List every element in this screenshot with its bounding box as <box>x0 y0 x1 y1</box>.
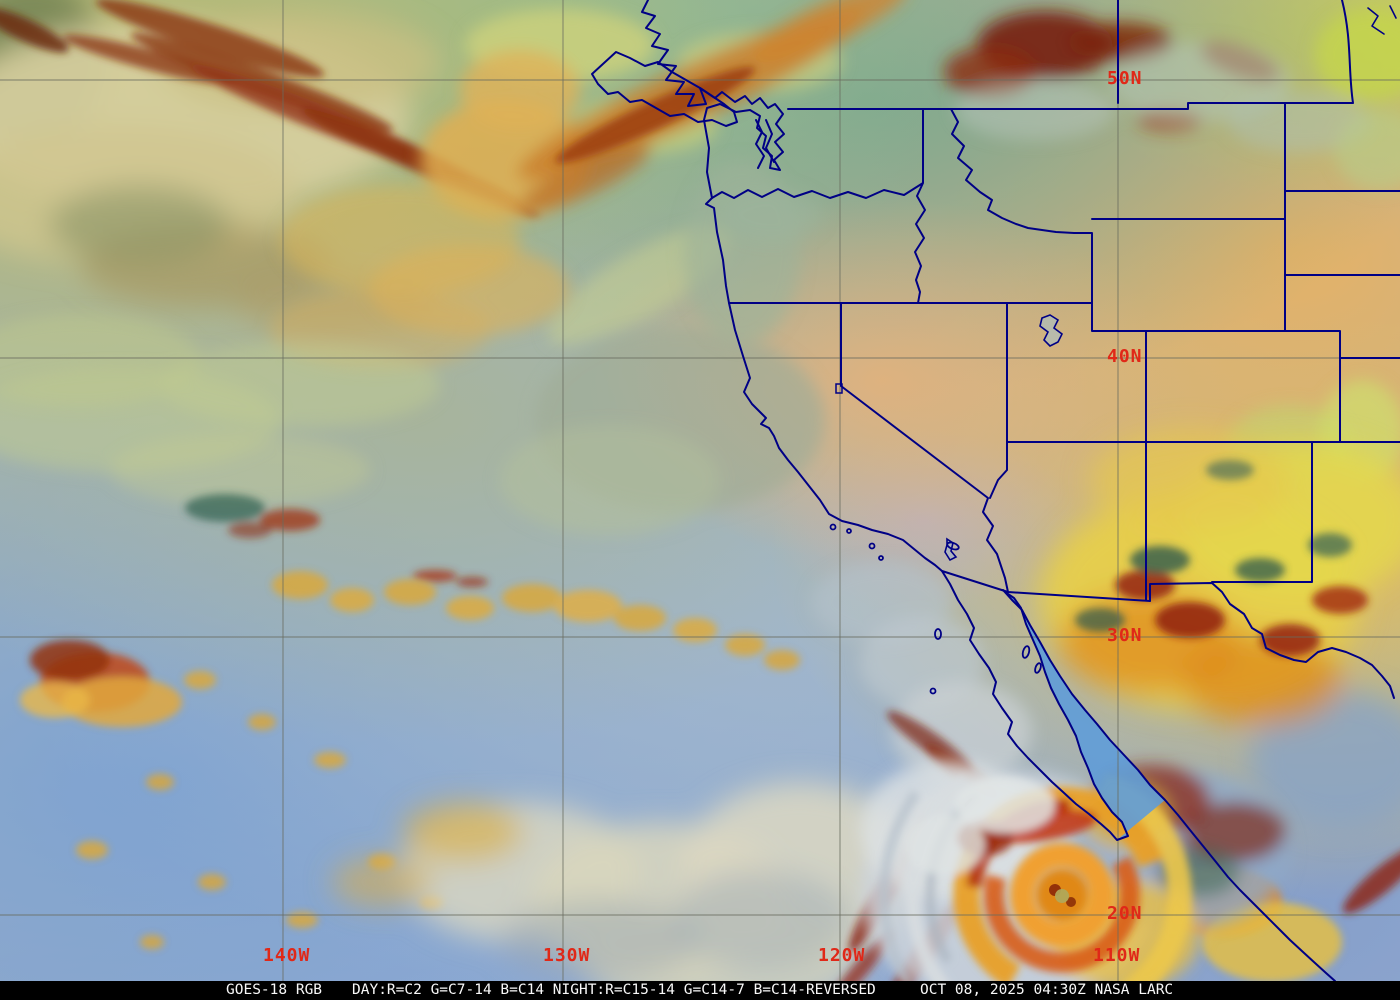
mexico-mainland-coast <box>1002 589 1336 982</box>
vancouver-island <box>591 51 738 127</box>
longitude-label: 130W <box>543 945 591 966</box>
lake-tahoe <box>835 383 843 394</box>
latitude-label: 30N <box>1107 625 1143 646</box>
gulf-of-california-water <box>1003 590 1165 840</box>
state-borders <box>711 102 1400 601</box>
islands <box>829 523 1042 695</box>
us-mexico-border <box>941 570 1395 699</box>
timestamp-label: OCT 08, 2025 04:30Z NASA LARC <box>920 982 1174 998</box>
latitude-label: 40N <box>1107 346 1143 367</box>
great-salt-lake <box>1039 314 1064 347</box>
product-label: GOES-18 RGB <box>226 982 323 998</box>
rgb-recipe-label: DAY:R=C2 G=C7-14 B=C14 NIGHT:R=C15-14 G=… <box>352 982 876 998</box>
puget-sound-inlets <box>755 119 775 169</box>
status-bar: GOES-18 RGB DAY:R=C2 G=C7-14 B=C14 NIGHT… <box>0 981 1400 1000</box>
pacific-coastline <box>641 0 1129 841</box>
latitude-label: 20N <box>1107 903 1143 924</box>
longitude-label: 120W <box>818 945 866 966</box>
longitude-label: 110W <box>1093 945 1141 966</box>
bc-lakes <box>1367 5 1397 35</box>
latitude-label: 50N <box>1107 68 1143 89</box>
us-canada-border <box>787 0 1354 110</box>
longitude-label: 140W <box>263 945 311 966</box>
